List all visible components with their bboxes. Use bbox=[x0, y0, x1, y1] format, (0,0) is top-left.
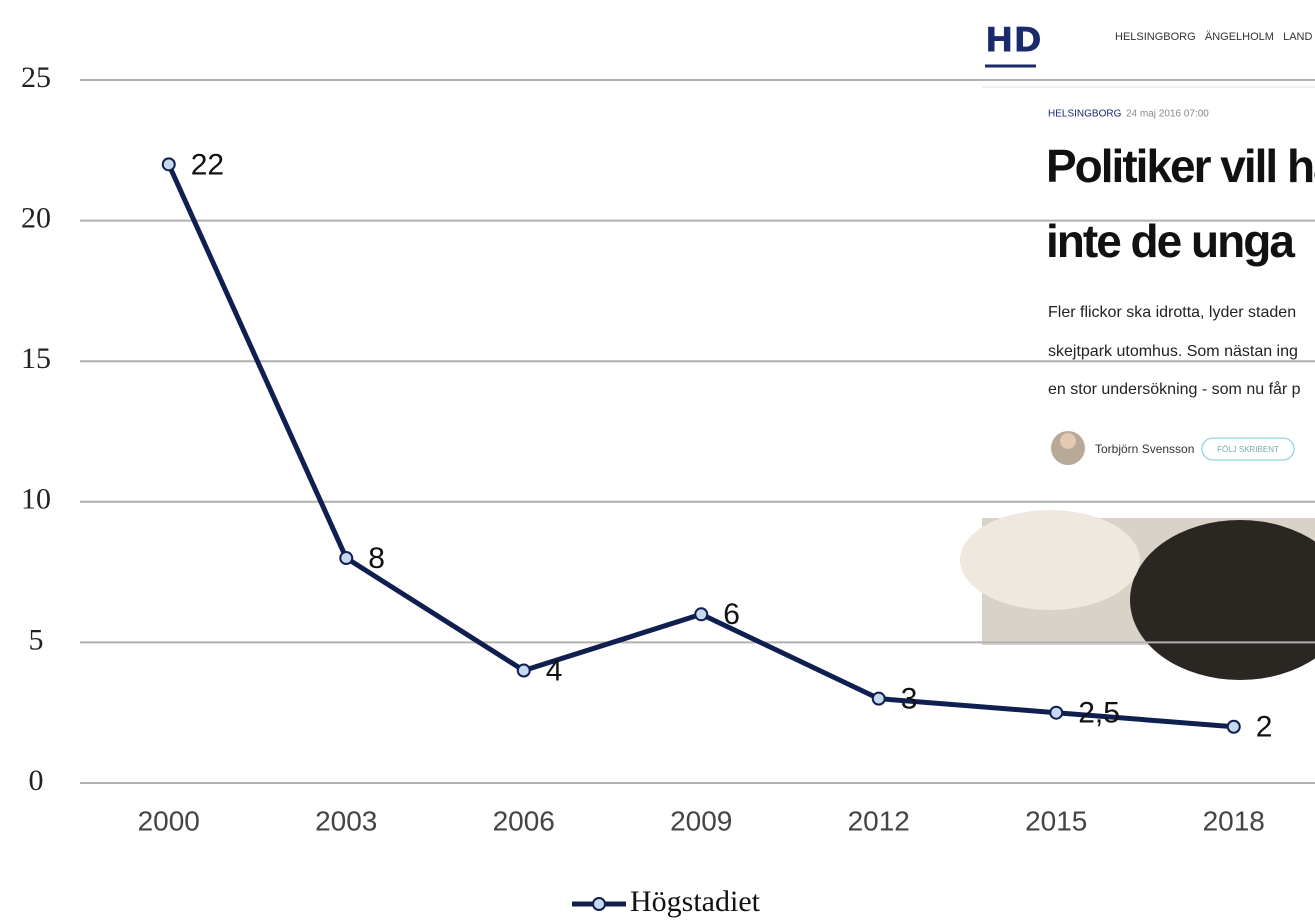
value-label: 2 bbox=[1256, 711, 1273, 744]
y-tick-label: 20 bbox=[21, 201, 51, 234]
y-tick-label: 15 bbox=[21, 342, 51, 375]
marker bbox=[339, 551, 354, 566]
logo: HD bbox=[985, 21, 1042, 61]
headline: inte de unga bbox=[1046, 215, 1295, 267]
author-face bbox=[1060, 433, 1076, 449]
marker bbox=[871, 691, 886, 706]
value-label: 4 bbox=[546, 654, 563, 687]
date: 24 maj 2016 07:00 bbox=[1126, 109, 1209, 120]
marker bbox=[694, 607, 709, 622]
photo-shape bbox=[1130, 520, 1315, 680]
value-label: 3 bbox=[901, 683, 918, 716]
x-tick-label: 2006 bbox=[493, 805, 555, 836]
value-label: 2,5 bbox=[1078, 697, 1120, 730]
x-tick-label: 2003 bbox=[315, 805, 377, 836]
follow-button-label[interactable]: FÖLJ SKRIBENT bbox=[1217, 445, 1279, 454]
marker bbox=[161, 157, 176, 172]
value-label: 6 bbox=[723, 598, 740, 631]
headline: Politiker vill ha bbox=[1046, 140, 1315, 192]
x-tick-label: 2000 bbox=[138, 805, 200, 836]
y-tick-label: 10 bbox=[21, 483, 51, 516]
x-tick-label: 2018 bbox=[1203, 805, 1265, 836]
y-tick-label: 5 bbox=[29, 623, 44, 656]
x-tick-label: 2009 bbox=[670, 805, 732, 836]
legend-label: Högstadiet bbox=[630, 885, 761, 918]
x-tick-label: 2015 bbox=[1025, 805, 1087, 836]
follow-button[interactable] bbox=[1201, 437, 1295, 461]
section: HELSINGBORG bbox=[1048, 109, 1122, 120]
photo-shape bbox=[960, 510, 1140, 610]
y-tick-label: 25 bbox=[21, 61, 51, 94]
marker bbox=[1226, 719, 1241, 734]
body-text: Fler flickor ska idrotta, lyder staden bbox=[1048, 304, 1296, 321]
author: Torbjörn Svensson bbox=[1095, 442, 1194, 456]
x-tick-label: 2012 bbox=[848, 805, 910, 836]
news-overlay: HD HELSINGBORG ÄNGELHOLM LAND HELSINGBOR… bbox=[960, 0, 1315, 680]
body-text: en stor undersökning - som nu får p bbox=[1048, 380, 1301, 398]
marker bbox=[516, 663, 531, 678]
value-label: 8 bbox=[368, 542, 385, 575]
y-tick-label: 0 bbox=[29, 764, 44, 797]
value-label: 22 bbox=[191, 148, 224, 181]
legend-marker bbox=[592, 897, 606, 911]
body-text: skejtpark utomhus. Som nästan ing bbox=[1048, 343, 1298, 360]
nav: HELSINGBORG ÄNGELHOLM LAND bbox=[1115, 31, 1312, 43]
marker bbox=[1049, 705, 1064, 720]
